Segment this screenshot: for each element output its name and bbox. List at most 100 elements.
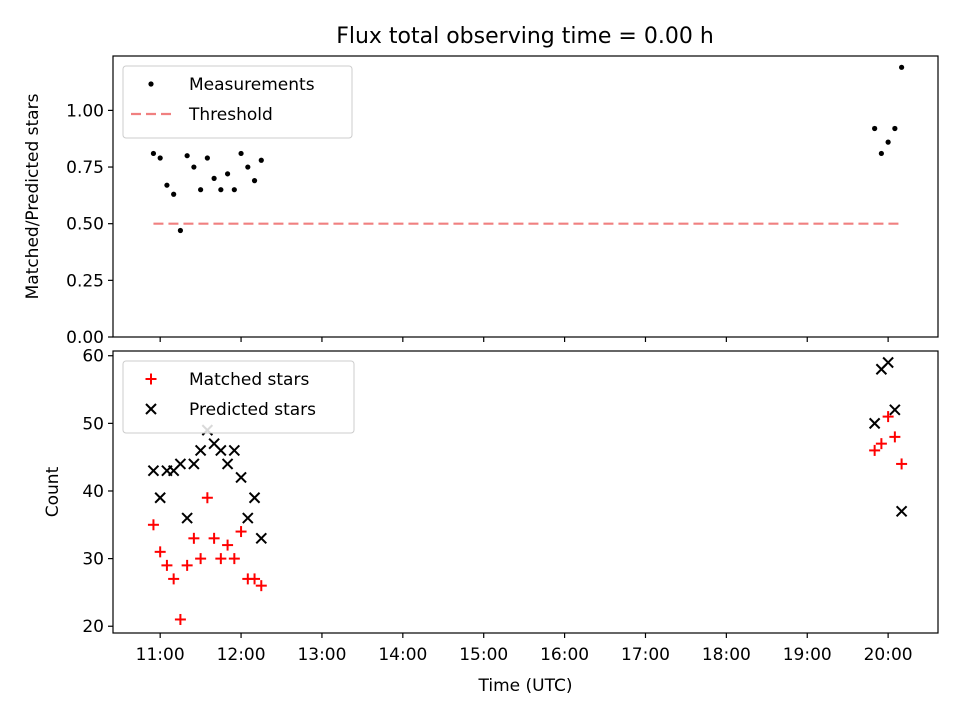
top-point [184,153,190,159]
top-ytick-label: 0.00 [66,328,104,348]
bottom-point-b [248,492,261,504]
bottom-point [248,492,261,504]
top-point [872,125,878,132]
bottom-point [889,404,901,416]
bottom-point [194,444,207,457]
bottom-point [168,573,180,585]
bottom-point [174,613,186,625]
bottom-point-b [235,471,247,484]
bottom-point-b [868,417,881,430]
bottom-xtick-label: 19:00 [783,645,832,665]
bottom-ytick-label: 60 [82,347,104,367]
bottom-point [228,553,240,565]
bottom-point-b [194,444,207,457]
chart-title: Flux total observing time = 0.00 h [336,24,714,49]
bottom-point [215,444,227,457]
bottom-xtick-label: 16:00 [540,645,589,665]
top-point [231,187,237,193]
bottom-series-1 [147,356,908,545]
bottom-point [882,411,894,423]
bottom-ytick-label: 50 [82,414,104,434]
bottom-point [222,539,234,551]
bottom-legend-label: Matched stars [189,370,309,390]
bottom-point [882,356,894,369]
top-series-0 [150,64,905,234]
bottom-point [147,519,159,531]
top-point [251,178,258,184]
bottom-xtick-label: 12:00 [217,645,266,665]
top-legend-label: Measurements [189,75,315,95]
bottom-legend-marker [145,373,157,385]
bottom-point-b [242,512,254,524]
bottom-point-b [154,492,166,504]
bottom-xtick-label: 15:00 [459,645,508,665]
top-point [224,171,231,177]
top-point [238,150,244,157]
bottom-xtick-label: 20:00 [864,645,913,665]
bottom-point-b [889,404,901,416]
bottom-point [201,492,213,504]
top-point [150,150,157,157]
top-point [171,191,177,197]
bottom-legend [122,360,355,434]
bottom-point [154,492,166,504]
top-point [157,155,163,161]
bottom-ytick-label: 30 [82,550,104,570]
bottom-panel: 20 30 40 50 60 11:00 12:00 13:00 14:00 15:00 16:00… [43,347,939,696]
bottom-point [242,512,254,524]
top-panel: 0.00 0.25 0.50 0.75 1.00 Matched/Predicted st… [23,55,939,348]
bottom-point [188,458,200,470]
bottom-point [161,559,173,571]
bottom-point-b [181,512,193,524]
bottom-point [147,464,160,477]
top-legend-label: Threshold [188,105,273,125]
top-ylabel: Matched/Predicted stars [23,93,43,299]
bottom-axes-frame [112,350,939,634]
top-point [177,227,184,234]
bottom-point [181,559,193,571]
bottom-ylabel: Count [43,466,63,517]
bottom-point [235,471,247,484]
bottom-point-b [221,458,234,470]
bottom-point-b [255,532,267,545]
top-point [245,164,251,170]
bottom-point-b [147,464,160,477]
bottom-xlabel: Time (UTC) [478,676,573,696]
bottom-point [889,431,901,443]
bottom-point [154,546,166,558]
bottom-xtick-label: 13:00 [297,645,346,665]
top-point [885,139,891,145]
top-legend-marker [148,81,154,87]
top-point [878,150,884,157]
bottom-point-b [882,356,894,369]
bottom-point [208,532,220,544]
bottom-ytick-label: 40 [82,482,104,502]
bottom-point-b [215,444,227,457]
top-point [204,155,210,161]
bottom-series-0 [147,411,908,625]
bottom-point [221,458,234,470]
bottom-point [181,512,193,524]
bottom-point [255,532,267,545]
bottom-point-b [174,458,187,470]
bottom-point [875,438,887,450]
bottom-point [249,573,261,585]
top-point [258,157,264,163]
bottom-point-b [895,505,908,517]
bottom-xtick-label: 14:00 [378,645,427,665]
bottom-point [215,553,227,565]
bottom-legend-marker-b [145,403,157,415]
bottom-legend-label: Predicted stars [189,400,316,420]
bottom-xtick-label: 11:00 [136,645,185,665]
bottom-xtick-label: 18:00 [702,645,751,665]
top-point [191,164,197,170]
bottom-legend-marker [145,403,157,415]
top-point [218,187,224,193]
bottom-xtick-label: 17:00 [621,645,670,665]
bottom-point [228,444,241,457]
top-axes-frame [112,55,939,338]
bottom-point [896,458,908,470]
bottom-point [868,417,881,430]
bottom-point [174,458,187,470]
